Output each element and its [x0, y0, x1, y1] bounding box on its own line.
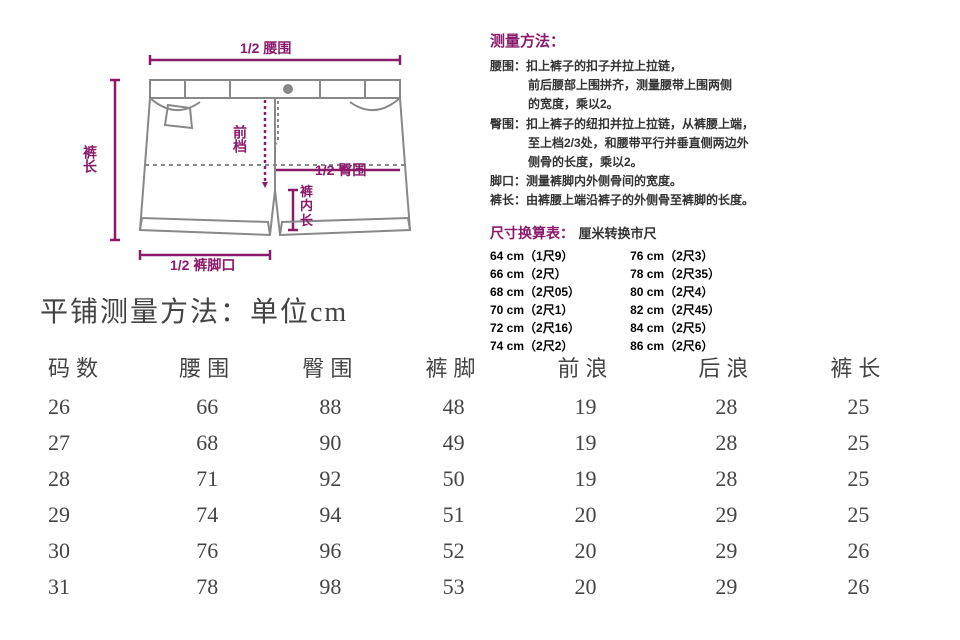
size-table-cell: 28	[656, 461, 797, 497]
conversion-table: 64 cm（1尺9）66 cm（2尺）68 cm（2尺05）70 cm（2尺1）…	[490, 247, 930, 355]
conversion-col-left: 64 cm（1尺9）66 cm（2尺）68 cm（2尺05）70 cm（2尺1）…	[490, 247, 580, 355]
size-table-header-cell: 腰围	[146, 345, 269, 389]
label-inseam: 裤内长	[300, 185, 313, 228]
measurement-method-title: 测量方法：	[490, 30, 930, 51]
size-table-cell: 28	[656, 425, 797, 461]
size-table-row: 30769652202926	[40, 533, 920, 569]
size-table-cell: 28	[656, 389, 797, 425]
size-table-cell: 29	[40, 497, 146, 533]
size-table-cell: 76	[146, 533, 269, 569]
size-table-cell: 51	[392, 497, 515, 533]
size-table-cell: 25	[797, 461, 920, 497]
size-table-cell: 94	[269, 497, 392, 533]
size-table-row: 31789853202926	[40, 569, 920, 605]
method-line: 腰围：扣上裤子的扣子并拉上拉链，	[490, 57, 930, 76]
size-table-cell: 66	[146, 389, 269, 425]
info-area: 测量方法： 腰围：扣上裤子的扣子并拉上拉链，前后腰部上围拼齐，测量腰带上围两侧的…	[460, 30, 930, 270]
method-line: 至上档2/3处，和腰带平行并垂直侧两边外	[490, 134, 930, 153]
size-table-cell: 92	[269, 461, 392, 497]
size-table-cell: 30	[40, 533, 146, 569]
size-table-cell: 50	[392, 461, 515, 497]
label-front-rise: 前档	[230, 125, 250, 153]
top-section: 1/2 腰围 裤长 前档 1/2 臀围 裤内长 1/2 裤脚口 测量方法： 腰围…	[0, 0, 960, 280]
size-table-cell: 74	[146, 497, 269, 533]
size-table-cell: 78	[146, 569, 269, 605]
size-table: 码数腰围臀围裤脚前浪后浪裤长 2666884819282527689049192…	[40, 345, 920, 605]
size-table-cell: 19	[515, 425, 656, 461]
size-table-header-cell: 码数	[40, 345, 146, 389]
size-table-cell: 88	[269, 389, 392, 425]
size-table-cell: 27	[40, 425, 146, 461]
size-table-row: 27689049192825	[40, 425, 920, 461]
label-half-waist: 1/2 腰围	[240, 38, 291, 58]
size-table-header-cell: 臀围	[269, 345, 392, 389]
shorts-diagram: 1/2 腰围 裤长 前档 1/2 臀围 裤内长 1/2 裤脚口	[30, 30, 460, 270]
method-line: 侧骨的长度，乘以2。	[490, 153, 930, 172]
conversion-subtitle: 厘米转换市尺	[578, 226, 656, 241]
size-table-cell: 52	[392, 533, 515, 569]
size-table-cell: 71	[146, 461, 269, 497]
method-line: 的宽度，乘以2。	[490, 95, 930, 114]
size-table-cell: 19	[515, 461, 656, 497]
size-table-cell: 25	[797, 497, 920, 533]
size-table-row: 26668848192825	[40, 389, 920, 425]
size-table-cell: 90	[269, 425, 392, 461]
size-table-cell: 28	[40, 461, 146, 497]
size-table-cell: 26	[797, 569, 920, 605]
method-line: 前后腰部上围拼齐，测量腰带上围两侧	[490, 76, 930, 95]
size-table-cell: 29	[656, 533, 797, 569]
size-table-cell: 29	[656, 497, 797, 533]
size-table-cell: 26	[40, 389, 146, 425]
size-table-cell: 20	[515, 497, 656, 533]
size-table-cell: 53	[392, 569, 515, 605]
size-table-cell: 25	[797, 425, 920, 461]
size-table-cell: 20	[515, 569, 656, 605]
conversion-title: 尺寸换算表：	[490, 225, 574, 241]
size-table-cell: 49	[392, 425, 515, 461]
method-line: 裤长：由裤腰上端沿裤子的外侧骨至裤脚的长度。	[490, 191, 930, 210]
size-table-cell: 26	[797, 533, 920, 569]
measurement-method-list: 腰围：扣上裤子的扣子并拉上拉链，前后腰部上围拼齐，测量腰带上围两侧的宽度，乘以2…	[490, 57, 930, 211]
size-table-cell: 29	[656, 569, 797, 605]
size-table-cell: 19	[515, 389, 656, 425]
size-table-cell: 20	[515, 533, 656, 569]
method-line: 脚口：测量裤脚内外侧骨间的宽度。	[490, 172, 930, 191]
label-length: 裤长	[80, 145, 100, 173]
size-table-cell: 25	[797, 389, 920, 425]
label-half-hip: 1/2 臀围	[315, 160, 366, 180]
method-line: 臀围：扣上裤子的纽扣并拉上拉链，从裤腰上端，	[490, 115, 930, 134]
size-table-cell: 48	[392, 389, 515, 425]
label-half-leg: 1/2 裤脚口	[170, 255, 235, 275]
size-table-row: 29749451202925	[40, 497, 920, 533]
size-table-row: 28719250192825	[40, 461, 920, 497]
size-table-cell: 96	[269, 533, 392, 569]
conversion-col-right: 76 cm（2尺3）78 cm（2尺35）80 cm（2尺4）82 cm（2尺4…	[630, 247, 720, 355]
size-table-cell: 68	[146, 425, 269, 461]
size-table-cell: 98	[269, 569, 392, 605]
size-table-cell: 31	[40, 569, 146, 605]
